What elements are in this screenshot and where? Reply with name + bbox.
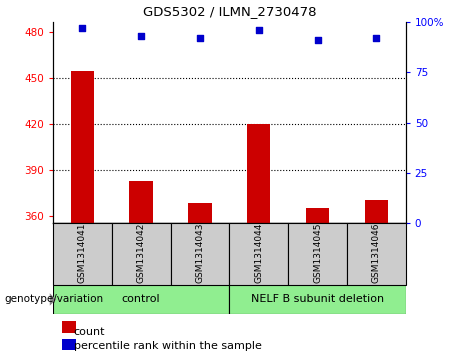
Point [196,35,204,41]
Bar [229,285,406,314]
Text: GSM1314042: GSM1314042 [136,223,146,283]
Bar [306,208,329,223]
Text: percentile rank within the sample: percentile rank within the sample [74,340,262,351]
Text: GSM1314045: GSM1314045 [313,223,322,283]
Bar [112,223,171,285]
Bar [247,124,271,223]
Bar [53,223,112,285]
Text: GSM1314044: GSM1314044 [254,223,263,283]
Bar [288,223,347,285]
Text: count: count [74,327,105,337]
Text: NELF B subunit deletion: NELF B subunit deletion [251,294,384,305]
Text: GSM1314041: GSM1314041 [78,223,87,283]
Point [137,33,145,39]
Bar [71,71,94,223]
Title: GDS5302 / ILMN_2730478: GDS5302 / ILMN_2730478 [142,5,316,18]
Bar [188,203,212,223]
Bar [62,321,76,333]
Point [372,35,380,41]
Bar [130,180,153,223]
Point [79,25,86,31]
Text: control: control [122,294,160,305]
Point [255,27,262,33]
Bar [171,223,230,285]
Text: GSM1314043: GSM1314043 [195,223,205,283]
Point [314,37,321,43]
Text: GSM1314046: GSM1314046 [372,223,381,283]
Text: genotype/variation: genotype/variation [5,294,104,305]
Bar [347,223,406,285]
Bar [53,285,230,314]
Bar [365,200,388,223]
Bar [229,223,288,285]
Bar [62,339,76,351]
